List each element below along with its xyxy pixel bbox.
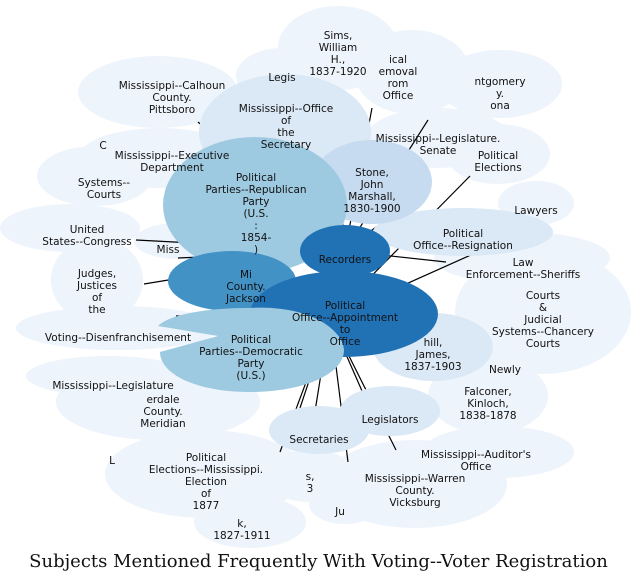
node-p1827-bubble	[194, 496, 306, 548]
node-republican-bubble	[163, 137, 347, 273]
node-judges-bubble	[51, 238, 143, 322]
node-montgomery-bubble	[438, 50, 562, 118]
node-l-frag-label: L	[109, 455, 115, 467]
node-legis-left-label: Mississippi--Legislature	[52, 380, 173, 392]
node-legislators-label: Legislators	[362, 414, 419, 426]
node-recorders-bubble	[300, 225, 390, 277]
node-pol-elec-miss-label: Political Elections--Mississippi. Election…	[149, 452, 263, 512]
node-miss-small-label: Miss	[157, 244, 180, 256]
node-auditor-label: Mississippi--Auditor's Office	[421, 449, 531, 473]
node-resignation-label: Political Office--Resignation	[413, 228, 513, 252]
node-sheriffs-label: Law Enforcement--Sheriffs	[466, 257, 581, 281]
node-calhoun-label: Mississippi--Calhoun County. Pittsboro	[119, 80, 226, 116]
node-judges-label: Judges, Justices of the	[76, 268, 117, 316]
node-democratic-label: Political Parties--Democratic Party (U.S.)	[199, 334, 303, 382]
node-pol_elections-bubble	[446, 124, 550, 184]
node-systems_courts-bubble	[37, 146, 153, 206]
node-chancery-label: Courts & Judicial Systems--Chancery Courts	[492, 290, 594, 350]
node-ju-bubble	[309, 484, 381, 524]
node-resignation-bubble	[373, 208, 553, 256]
node-sims-label: Sims, William H., 1837-1920	[309, 30, 366, 78]
node-hill-label: hill, James, 1837-1903	[404, 337, 461, 373]
node-disenfranchisement-bubble	[16, 306, 220, 350]
node-disenfranchisement-label: Voting--Disenfranchisement	[45, 332, 191, 344]
node-montgomery-label: ntgomery y. ona	[474, 76, 525, 112]
node-jackson-label: Mi County. Jackson	[225, 269, 266, 305]
node-c-frag-label: C	[99, 140, 106, 152]
node-secretaries-label: Secretaries	[289, 434, 348, 446]
node-office-secretary-label: Mississippi--Office of the Secretary	[239, 103, 333, 151]
node-appointment-label: Political Office--Appointment to Office	[292, 300, 398, 348]
node-democratic-bubble	[158, 307, 344, 392]
node-s3-label: s, 3	[306, 471, 315, 495]
node-pol-elections-label: Political Elections	[474, 150, 521, 174]
node-removal-label: ical emoval rom Office	[379, 54, 418, 102]
node-legis-senate-label: Mississippi--Legislature. Senate	[376, 133, 501, 157]
node-lauderdale-label: erdale County. Meridian	[140, 394, 185, 430]
node-systems-courts-label: Systems--Courts	[78, 177, 130, 201]
node-falconer-label: Falconer, Kinloch, 1838-1878	[459, 386, 516, 422]
node-congress-label: United States--Congress	[42, 224, 131, 248]
node-stone-label: Stone, John Marshall, 1830-1900	[343, 167, 400, 215]
node-p1827-label: k, 1827-1911	[213, 518, 270, 542]
node-lawyers-label: Lawyers	[514, 205, 557, 217]
diagram-title: Subjects Mentioned Frequently With Votin…	[29, 551, 608, 572]
node-republican-label: Political Parties--Republican Party (U.S.:1…	[205, 172, 306, 256]
node-warren-label: Mississippi--Warren County. Vicksburg	[365, 473, 466, 509]
node-ju-label: Ju	[334, 506, 345, 518]
node-pol_elec_miss-bubble	[105, 430, 305, 518]
node-secretaries-bubble	[269, 406, 369, 454]
node-exec-dept-label: Mississippi--Executive Department	[115, 150, 230, 174]
node-calhoun-bubble	[78, 56, 238, 128]
node-recorders-label: Recorders	[319, 254, 372, 266]
node-legis-top-label: Legis	[268, 72, 295, 84]
node-newly-label: Newly	[489, 364, 521, 376]
